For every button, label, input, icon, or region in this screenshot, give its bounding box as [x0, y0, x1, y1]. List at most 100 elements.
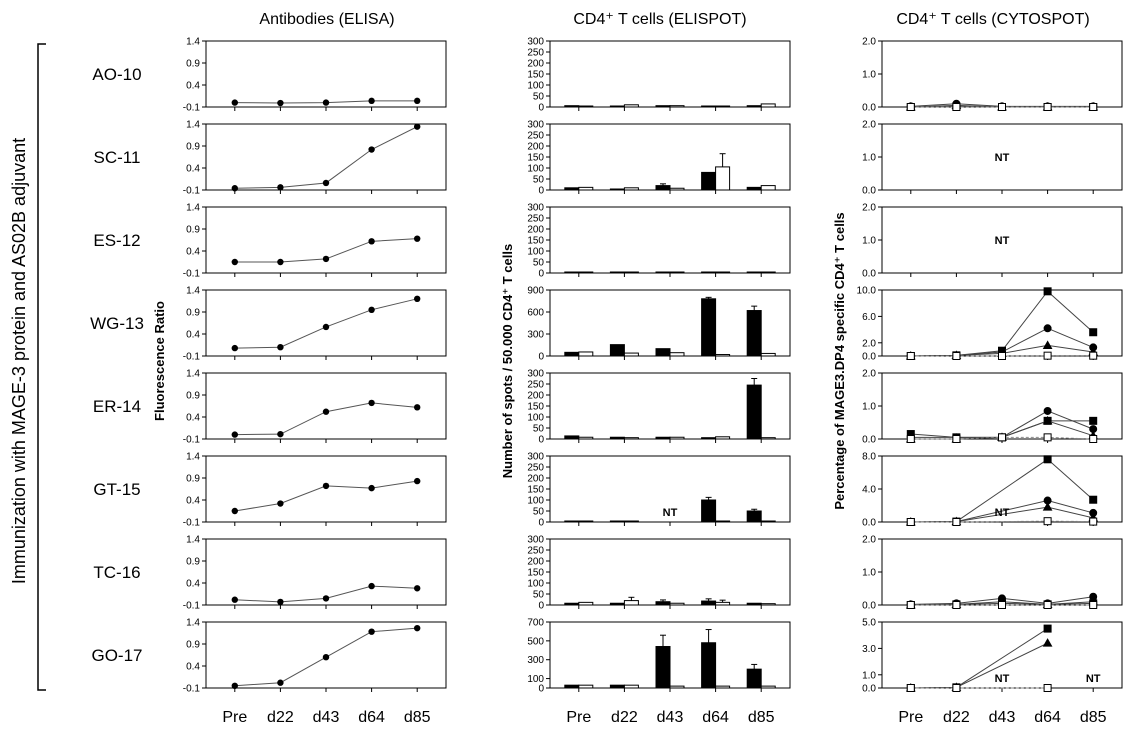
- square-marker: [1043, 624, 1052, 633]
- elispot-bar: [609, 105, 625, 108]
- elisa-panel: 1.4 0.9 0.4 -0.1: [183, 369, 447, 446]
- elispot-bar: [578, 684, 594, 689]
- cytospot-line: [910, 520, 1094, 523]
- elisa-point: [368, 97, 375, 105]
- elisa-point: [368, 484, 375, 492]
- elispot-bar: [623, 437, 639, 440]
- y-tick-label: 100: [527, 496, 544, 507]
- elispot-bar: [715, 601, 731, 606]
- square-marker: [1043, 287, 1052, 296]
- elisa-point: [231, 344, 238, 352]
- y-tick-label: 0.4: [186, 579, 200, 590]
- y-tick-label: 2.0: [862, 120, 876, 131]
- panel-frame: [549, 538, 791, 606]
- elisa-panel: 1.4 0.9 0.4 -0.1: [183, 286, 447, 363]
- elispot-bar: [746, 602, 762, 606]
- elispot-bar: [701, 437, 717, 440]
- elisa-point: [277, 258, 284, 266]
- y-tick-label: 100: [527, 164, 544, 175]
- y-tick-label: 1.4: [186, 618, 200, 629]
- y-tick-label: 0: [538, 435, 544, 446]
- elisa-point: [322, 654, 330, 661]
- square-marker: [1089, 435, 1098, 443]
- y-tick-label: 50: [533, 92, 545, 103]
- elispot-bar: [746, 510, 762, 523]
- y-tick-label: 200: [527, 474, 544, 485]
- panel-frame: [881, 289, 1123, 357]
- y-tick-label: 250: [527, 380, 544, 391]
- cytospot-panel: 10.0 6.0 2.0 0.0: [857, 286, 1123, 363]
- y-tick-label: -0.1: [183, 352, 201, 363]
- elispot-bar: [655, 436, 671, 440]
- y-tick-label: 0: [538, 186, 544, 197]
- square-marker: [952, 601, 961, 609]
- elispot-bar: [715, 436, 731, 440]
- elisa-line: [234, 298, 418, 349]
- y-tick-label: 150: [527, 568, 544, 579]
- y-tick-label: 2.0: [862, 203, 876, 214]
- y-tick-label: 0.4: [186, 164, 200, 175]
- y-tick-label: 200: [527, 142, 544, 153]
- elispot-bar: [715, 105, 731, 108]
- y-tick-label: 1.4: [186, 37, 200, 48]
- elisa-point: [414, 97, 421, 105]
- elispot-bar: [760, 437, 776, 440]
- elispot-bar: [746, 310, 762, 357]
- elispot-bar: [669, 685, 685, 689]
- patient-label: ER-14: [93, 397, 141, 416]
- elispot-bar: [578, 186, 594, 191]
- y-tick-label: 1.0: [862, 153, 876, 164]
- x-tick-label: d22: [943, 709, 970, 726]
- square-marker: [906, 352, 915, 360]
- y-tick-label: 50: [533, 424, 545, 435]
- y-tick-label: 0.0: [862, 186, 876, 197]
- y-tick-label: 200: [527, 557, 544, 568]
- elispot-bar: [760, 271, 776, 274]
- x-tick-label: d64: [702, 709, 729, 726]
- y-tick-label: 900: [527, 286, 544, 297]
- elispot-bar: [701, 171, 717, 191]
- elisa-point: [231, 431, 238, 438]
- square-marker: [1089, 517, 1098, 526]
- y-tick-label: 300: [527, 37, 544, 48]
- x-tick-label: d22: [267, 709, 294, 726]
- y-tick-label: -0.1: [183, 684, 201, 695]
- y-tick-label: 0.0: [862, 352, 876, 363]
- elispot-bar: [746, 271, 762, 274]
- x-tick-label: Pre: [222, 709, 247, 726]
- elisa-panels: 1.40.90.4-0.11.40.90.4-0.11.40.90.4-0.11…: [183, 37, 447, 695]
- y-tick-label: 0: [538, 518, 544, 529]
- triangle-marker: [1042, 340, 1053, 349]
- elispot-panels: 3002502001501005003002502001501005003002…: [527, 37, 791, 695]
- elisa-point: [322, 595, 330, 602]
- square-marker: [952, 518, 961, 526]
- elisa-panel: 1.4 0.9 0.4 -0.1: [183, 535, 447, 612]
- square-marker: [1043, 517, 1052, 526]
- elisa-point: [231, 596, 238, 603]
- y-tick-label: 2.0: [862, 338, 876, 349]
- elispot-bar: [715, 685, 731, 689]
- y-tick-label: 1.4: [186, 369, 200, 380]
- y-tick-label: 150: [527, 402, 544, 413]
- elispot-bar: [701, 600, 717, 606]
- y-tick-label: 0.0: [862, 684, 876, 695]
- nt-annotation: NT: [1086, 673, 1101, 685]
- y-tick-label: 0.4: [186, 81, 200, 92]
- elispot-bar: [623, 352, 639, 357]
- elisa-point: [414, 123, 421, 130]
- square-marker: [998, 352, 1006, 360]
- elisa-point: [322, 408, 330, 415]
- y-tick-label: 100: [527, 579, 544, 590]
- elisa-point: [368, 146, 375, 153]
- side-bracket: [37, 43, 46, 691]
- cytospot-panel: 2.0 1.0 0.0 NT: [862, 120, 1123, 197]
- nt-annotation: NT: [995, 152, 1010, 164]
- elispot-bar: [746, 186, 762, 191]
- panel-frame: [881, 40, 1123, 108]
- elisa-point: [231, 99, 238, 106]
